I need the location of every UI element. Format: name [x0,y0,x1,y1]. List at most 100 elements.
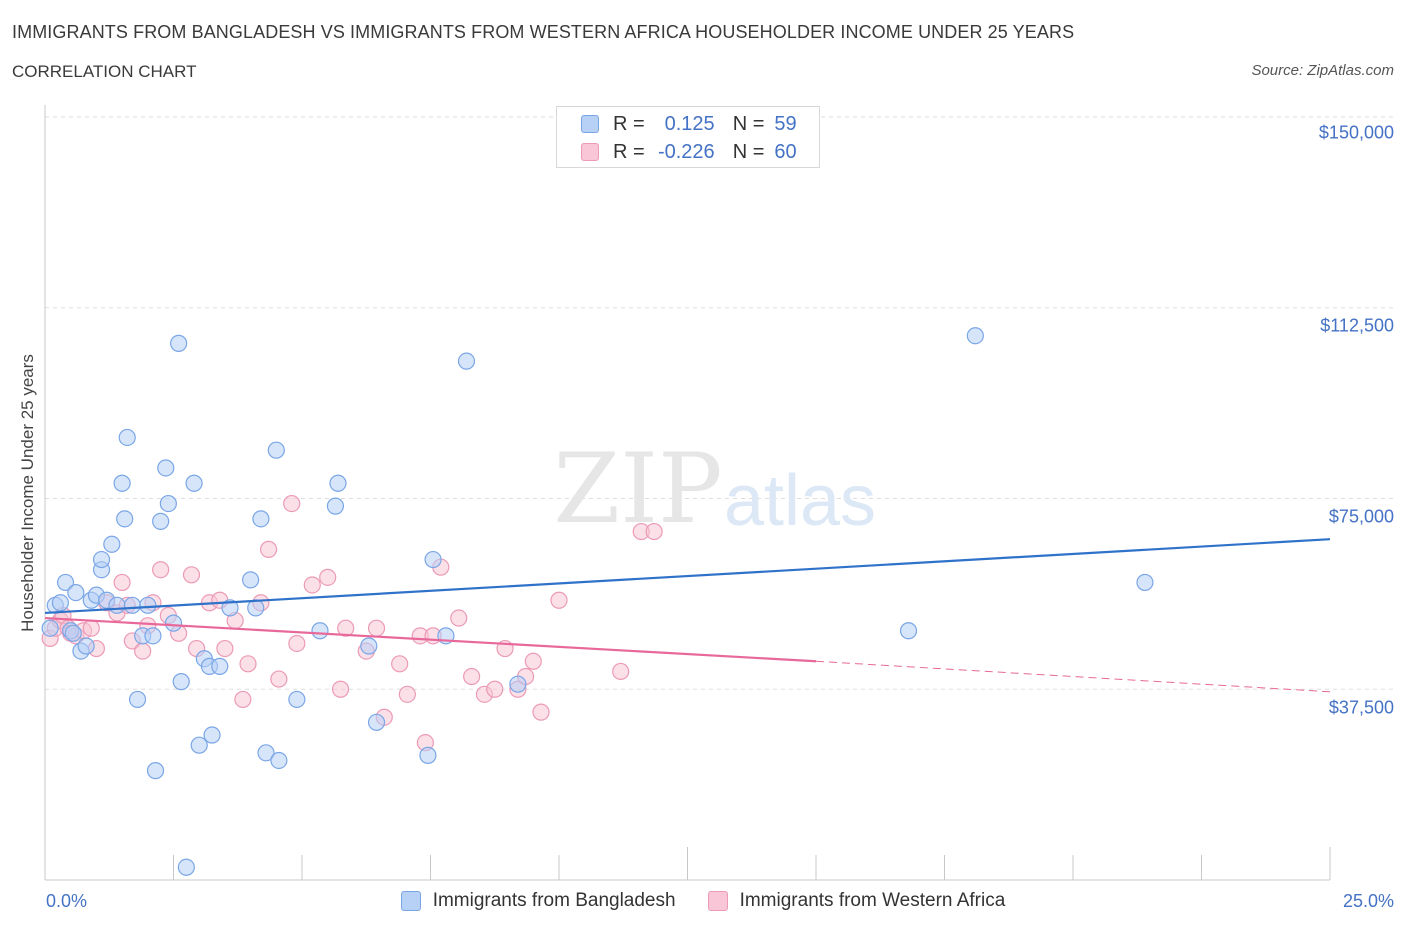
western-africa-point [113,573,131,592]
western-africa-point [270,670,288,688]
stats-legend: R = 0.125 N = 59 R = -0.226 N = 60 [556,106,820,168]
western-africa-trend-line [44,616,817,663]
y-tick-label: $150,000 [1318,122,1394,143]
x-tick-label-max: 25.0% [1342,891,1394,911]
bangladesh-point [899,622,918,640]
bangladesh-point [92,550,111,569]
legend-item-western-africa[interactable]: Immigrants from Western Africa [707,890,1006,912]
bangladesh-point [311,622,329,640]
y-tick-label: $37,500 [1328,697,1394,718]
western-africa-trend-extension [815,660,1331,693]
n-label: N = [732,112,765,135]
western-africa-point [367,619,386,637]
r-value-bangladesh: 0.125 [664,112,715,135]
western-africa-point [463,667,481,686]
legend-swatch-bangladesh [400,891,421,911]
bangladesh-point [51,594,70,612]
axes [44,105,1331,881]
western-africa-point [486,680,504,698]
bangladesh-point [270,751,288,770]
western-africa-point [524,652,542,670]
bangladesh-point [128,690,147,709]
bangladesh-point [211,657,229,675]
western-africa-point [319,568,337,586]
bangladesh-point [116,510,134,528]
stats-row-bangladesh: R = 0.125 N = 59 [581,112,797,136]
bangladesh-point [1136,573,1154,592]
western-africa-point [216,639,234,658]
western-africa-point [331,680,350,698]
data-points [41,327,1154,876]
western-africa-point [532,703,550,721]
bangladesh-point [252,510,270,528]
r-label: R = [613,140,645,163]
western-africa-point [283,494,301,513]
bangladesh-trend-line [44,538,1331,615]
bangladesh-point [146,762,165,780]
bangladesh-point [185,474,203,492]
watermark-atlas: atlas [724,461,876,541]
bangladesh-point [157,459,175,477]
bangladesh-point [123,596,141,614]
bangladesh-point [966,327,984,345]
source-credit: Source: ZipAtlas.com [1251,62,1394,79]
western-africa-point [337,619,355,637]
bangladesh-point [360,637,378,655]
western-africa-point [288,634,306,653]
r-value-western-africa: -0.226 [657,140,715,163]
bangladesh-point [257,744,275,762]
bangladesh-point [152,512,170,530]
bangladesh-point [326,497,345,515]
swatch-western-africa [581,143,599,161]
bangladesh-point [108,596,126,614]
bangladesh-point [367,713,386,731]
bangladesh-point [118,428,136,447]
stats-row-western-africa: R = -0.226 N = 60 [581,140,797,164]
western-africa-point [645,522,663,541]
bangladesh-point [177,858,195,876]
r-label: R = [613,112,645,135]
western-africa-point [259,540,278,558]
bangladesh-point [164,614,183,632]
chart-title: IMMIGRANTS FROM BANGLADESH VS IMMIGRANTS… [12,22,1075,42]
bangladesh-point [509,675,527,693]
western-africa-point [82,619,100,637]
western-africa-point [612,662,630,681]
bangladesh-point [329,474,347,492]
bangladesh-point [56,573,75,592]
western-africa-point [152,561,170,579]
bangladesh-point [113,474,131,492]
bangladesh-point [159,494,177,513]
western-africa-point [134,642,152,660]
western-africa-point [450,609,468,627]
western-africa-point [398,685,416,703]
watermark: ZIP atlas [553,433,876,545]
y-tick-label: $75,000 [1328,506,1394,527]
n-value-western-africa: 60 [774,140,797,163]
legend-item-bangladesh[interactable]: Immigrants from Bangladesh [400,890,676,912]
swatch-bangladesh [581,115,599,133]
legend-label-bangladesh: Immigrants from Bangladesh [432,890,676,911]
grid-lines [45,116,1395,690]
bangladesh-point [457,352,476,370]
western-africa-point [550,591,568,609]
legend-swatch-western-africa [707,891,728,911]
bangladesh-point [203,726,221,744]
bangladesh-point [144,627,162,645]
x-tick-label-min: 0.0% [46,891,88,911]
bangladesh-point [103,535,121,553]
bangladesh-point [190,736,208,754]
bangladesh-point [67,584,85,602]
bangladesh-point [139,596,157,614]
western-africa-point [391,655,409,673]
trend-lines [44,538,1331,693]
chart-subtitle: CORRELATION CHART [12,62,197,81]
legend-label-western-africa: Immigrants from Western Africa [739,890,1006,911]
bangladesh-point [170,334,188,352]
bangladesh-point [242,571,260,589]
n-value-bangladesh: 59 [774,112,797,135]
y-axis-label: Householder Income Under 25 years [18,354,37,632]
western-africa-point [234,690,252,709]
western-africa-point [303,576,321,594]
